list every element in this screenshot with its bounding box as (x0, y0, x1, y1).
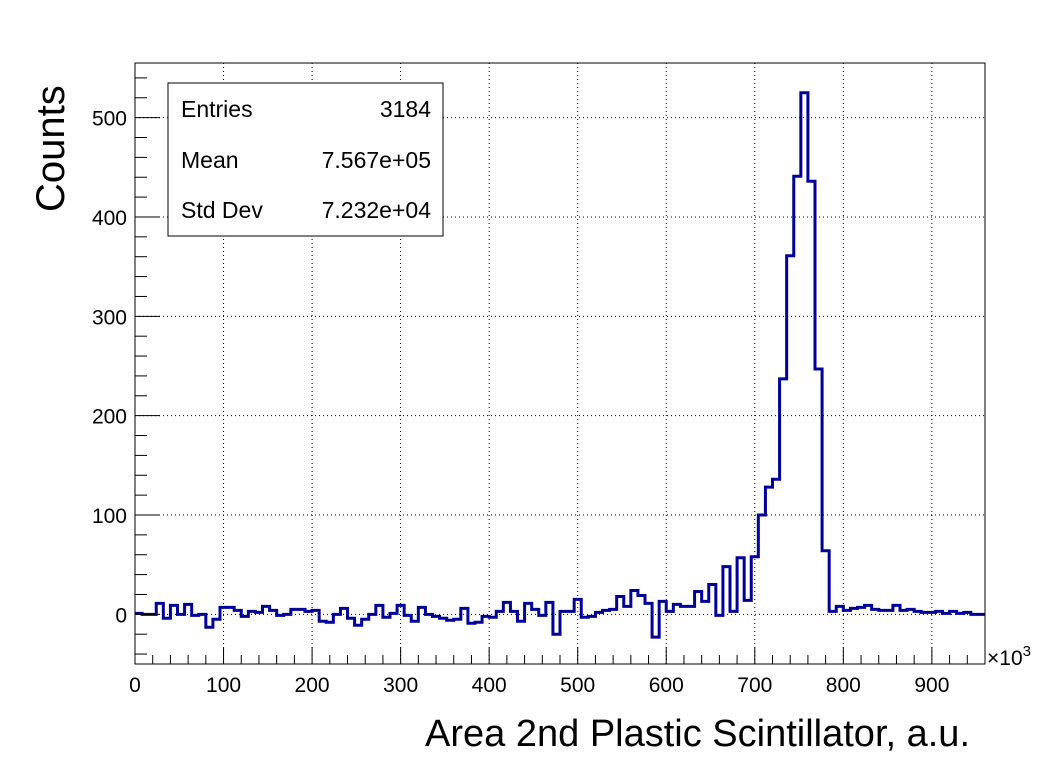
stats-box-frame (167, 82, 444, 237)
y-tick-label: 500 (92, 108, 127, 131)
axis-ticks (134, 77, 986, 664)
x-tick-label: 100 (206, 674, 241, 697)
x-tick-label: 700 (737, 674, 772, 697)
x-tick-label: 0 (129, 674, 141, 697)
x-tick-label: 300 (383, 674, 418, 697)
stats-stddev-label: Std Dev (181, 197, 263, 223)
stats-box: Entries 3184 Mean 7.567e+05 Std Dev 7.23… (167, 82, 444, 237)
histogram-bin (773, 479, 780, 614)
histogram-bin (744, 600, 751, 614)
y-tick-label: 200 (92, 406, 127, 429)
histogram-bin (702, 601, 709, 614)
x-axis-title: Area 2nd Plastic Scintillator, a.u. (425, 713, 970, 755)
stats-mean-value: 7.567e+05 (322, 147, 431, 173)
x-tick-label: 500 (560, 674, 595, 697)
y-tick-label: 100 (92, 505, 127, 528)
svg-text:×103: ×103 (987, 643, 1031, 670)
x-tick-label: 400 (472, 674, 507, 697)
x-tick-label: 600 (649, 674, 684, 697)
x-tick-label: 800 (826, 674, 861, 697)
x-tick-label: 900 (914, 674, 949, 697)
y-tick-label: 0 (115, 604, 127, 627)
histogram-series (135, 91, 985, 639)
y-axis-title: Counts (29, 85, 73, 212)
x-multiplier-exponent: 3 (1023, 643, 1031, 660)
stats-entries-label: Entries (181, 96, 253, 122)
stats-entries-value: 3184 (380, 96, 431, 122)
stats-stddev-value: 7.232e+04 (322, 197, 432, 223)
stats-mean-label: Mean (181, 147, 239, 173)
y-tick-label: 400 (92, 207, 127, 230)
x-tick-label: 200 (295, 674, 330, 697)
x-axis-multiplier: ×103 (987, 643, 1031, 670)
x-multiplier-base: ×10 (987, 647, 1023, 670)
y-tick-label: 300 (92, 306, 127, 329)
tick-labels: 0 100 200 300 400 500 600 700 800 900 0 100 200 300 40… (92, 108, 949, 697)
histogram-outline (135, 91, 985, 639)
